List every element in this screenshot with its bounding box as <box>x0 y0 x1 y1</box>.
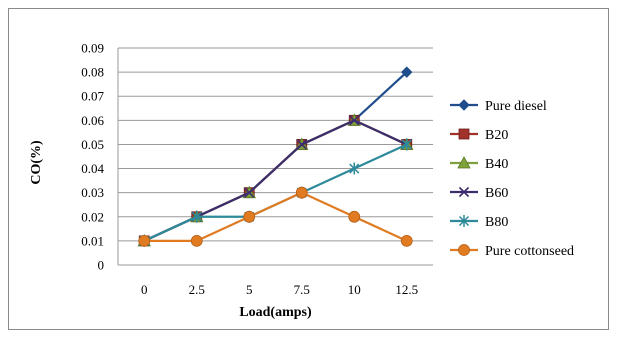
legend-label: Pure diesel <box>485 99 547 114</box>
data-point <box>190 234 203 247</box>
legend-label: Pure cottonseed <box>485 244 574 259</box>
legend-marker <box>457 156 471 169</box>
x-axis-label: Load(amps) <box>239 305 312 320</box>
legend-item: B20 <box>450 128 508 143</box>
legend-marker <box>458 215 470 227</box>
legend-item: Pure diesel <box>450 99 547 114</box>
x-tick-label: 7.5 <box>294 282 310 297</box>
data-point <box>244 187 255 198</box>
legend-marker <box>458 128 470 140</box>
legend-label: B60 <box>485 186 508 201</box>
legend: Pure diesel B20 B40 B60 B80 Pure cottonseed <box>450 99 574 259</box>
data-point <box>401 66 413 78</box>
legend-label: B40 <box>485 157 508 172</box>
y-axis-label: CO(%) <box>29 140 44 185</box>
legend-item: B40 <box>450 156 508 172</box>
y-tick-label: 0.01 <box>81 233 104 248</box>
legend-marker <box>458 244 470 256</box>
data-point <box>191 210 202 223</box>
legend-label: B20 <box>485 128 508 143</box>
legend-item: Pure cottonseed <box>450 244 574 259</box>
y-tick-label: 0.04 <box>81 161 104 176</box>
data-point <box>400 234 413 247</box>
series-pure-cottonseed <box>138 186 413 247</box>
data-point <box>349 115 360 126</box>
legend-marker <box>458 99 470 111</box>
y-tick-label: 0.05 <box>81 137 104 152</box>
y-tick-label: 0.02 <box>81 209 104 224</box>
data-point <box>348 210 361 223</box>
series-b60 <box>139 115 412 246</box>
series-line <box>143 71 408 242</box>
y-tick-label: 0.09 <box>81 41 104 56</box>
legend-item: B60 <box>450 186 508 201</box>
y-tick-label: 0.08 <box>81 65 104 80</box>
x-tick-label: 2.5 <box>189 282 205 297</box>
x-tick-label: 0 <box>141 282 148 297</box>
data-point <box>243 210 256 223</box>
y-tick-label: 0 <box>98 258 105 273</box>
series-pure-diesel <box>138 66 413 247</box>
series-line <box>144 191 408 242</box>
data-point <box>401 138 412 151</box>
x-axis-ticks: 0 2.5 5 7.5 10 12.5 <box>141 282 418 297</box>
x-tick-label: 12.5 <box>395 282 418 297</box>
x-tick-label: 5 <box>246 282 253 297</box>
series-b40 <box>137 113 414 247</box>
legend-label: B80 <box>485 215 508 230</box>
y-axis-ticks: 0 0.01 0.02 0.03 0.04 0.05 0.06 0.07 0.08 0.09 <box>81 41 104 273</box>
y-tick-label: 0.03 <box>81 185 104 200</box>
legend-marker <box>458 186 470 198</box>
legend-item: B80 <box>450 215 508 230</box>
data-point <box>296 139 307 150</box>
y-tick-label: 0.07 <box>81 89 104 104</box>
data-point <box>138 234 151 247</box>
series-b20 <box>138 114 413 247</box>
x-tick-label: 10 <box>348 282 361 297</box>
data-point <box>295 186 308 199</box>
series-layer <box>137 66 414 247</box>
y-tick-label: 0.06 <box>81 113 104 128</box>
data-point <box>349 162 360 175</box>
